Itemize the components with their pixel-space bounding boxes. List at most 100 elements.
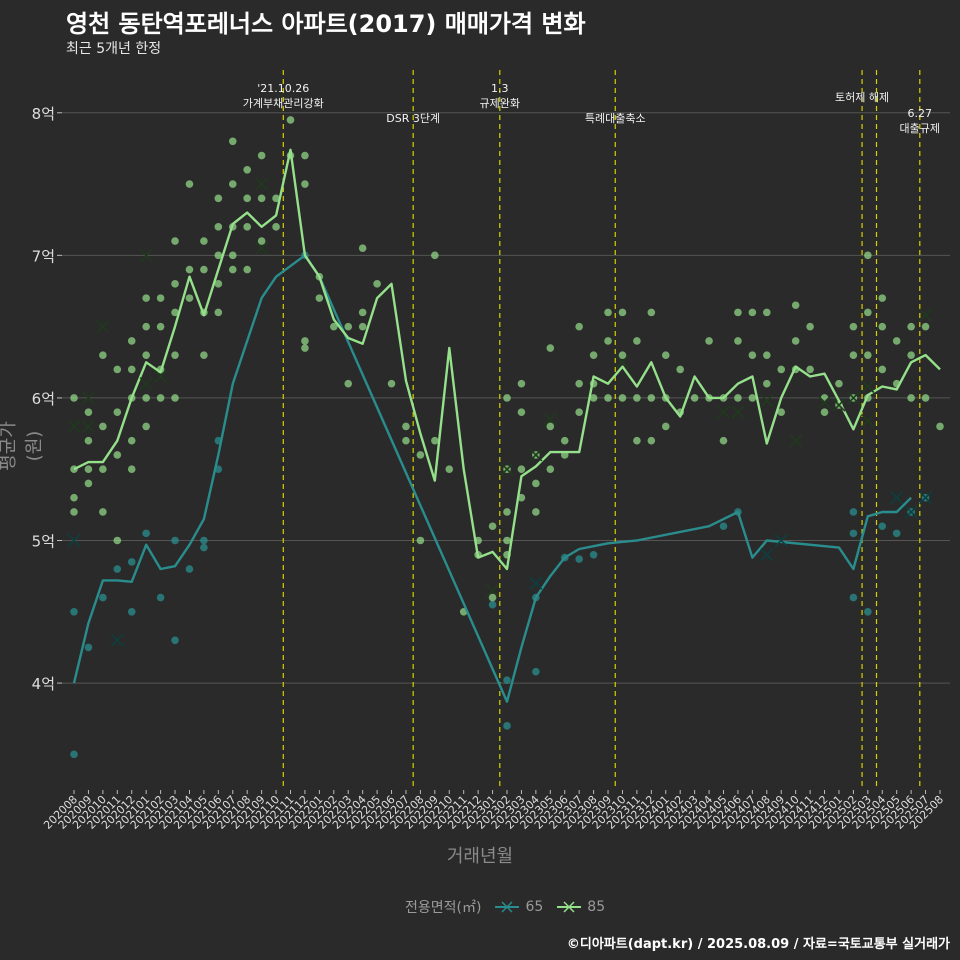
x-marker-85 bbox=[96, 320, 110, 334]
data-point-85 bbox=[171, 237, 179, 245]
data-point-85 bbox=[878, 294, 887, 302]
data-point-85 bbox=[892, 337, 901, 345]
data-point-85 bbox=[791, 337, 800, 345]
data-point-65 bbox=[84, 643, 93, 652]
data-point-85 bbox=[416, 536, 425, 545]
data-point-85 bbox=[532, 508, 540, 516]
data-point-85 bbox=[820, 408, 829, 416]
data-point-85 bbox=[156, 394, 165, 402]
data-point-85 bbox=[228, 180, 237, 188]
x-marker-65 bbox=[67, 533, 81, 548]
data-point-85 bbox=[301, 180, 309, 188]
data-point-85 bbox=[849, 322, 858, 331]
data-point-85 bbox=[864, 308, 872, 317]
data-point-85 bbox=[777, 408, 786, 416]
x-marker-85 bbox=[81, 391, 95, 405]
data-point-85 bbox=[84, 408, 93, 416]
data-point-65 bbox=[185, 565, 194, 573]
data-point-85 bbox=[272, 194, 280, 203]
data-point-85 bbox=[546, 344, 555, 352]
data-point-85 bbox=[99, 422, 107, 431]
data-point-85 bbox=[878, 322, 887, 331]
event-label: 가계부채관리강화 bbox=[243, 97, 324, 110]
data-point-85 bbox=[142, 422, 150, 431]
x-marker-85 bbox=[716, 405, 731, 419]
data-point-85 bbox=[719, 436, 728, 445]
data-point-85 bbox=[358, 322, 367, 331]
series-line-65 bbox=[72, 254, 912, 703]
data-point-85 bbox=[763, 351, 771, 359]
data-point-85 bbox=[791, 301, 800, 310]
data-point-85 bbox=[84, 465, 93, 474]
data-point-85 bbox=[127, 436, 136, 445]
event-label: DSR 3단계 bbox=[386, 112, 440, 125]
data-point-85 bbox=[734, 337, 742, 345]
x-marker-85 bbox=[500, 462, 514, 476]
x-marker-85 bbox=[543, 412, 557, 426]
x-marker-85 bbox=[861, 379, 875, 394]
data-point-85 bbox=[301, 337, 309, 345]
data-point-65 bbox=[142, 529, 150, 538]
data-point-65 bbox=[575, 555, 583, 563]
data-point-65 bbox=[849, 593, 858, 602]
data-point-85 bbox=[142, 322, 150, 331]
data-point-65 bbox=[589, 550, 598, 559]
y-tick-label: 4억 bbox=[32, 675, 55, 693]
legend-title: 전용면적(㎡) bbox=[405, 900, 482, 916]
chart-title: 영천 동탄역포레너스 아파트(2017) 매매가격 변화 bbox=[66, 10, 586, 38]
data-point-85 bbox=[431, 436, 439, 445]
x-marker-85 bbox=[817, 395, 832, 409]
x-marker-85 bbox=[81, 419, 95, 434]
data-point-85 bbox=[228, 251, 237, 260]
x-marker-85 bbox=[832, 398, 846, 412]
data-point-85 bbox=[936, 422, 944, 431]
y-axis-label: 평균가(원) bbox=[0, 421, 45, 471]
data-point-85 bbox=[272, 223, 280, 231]
legend-label-85: 85 bbox=[587, 899, 606, 915]
data-point-85 bbox=[618, 351, 627, 359]
data-point-85 bbox=[373, 280, 381, 288]
data-point-65 bbox=[127, 558, 136, 566]
y-tick-label: 7억 bbox=[32, 247, 55, 265]
data-point-85 bbox=[431, 251, 439, 260]
data-point-65 bbox=[878, 522, 887, 531]
data-point-85 bbox=[647, 394, 656, 402]
data-point-85 bbox=[301, 344, 309, 352]
data-point-85 bbox=[99, 351, 107, 359]
data-point-85 bbox=[200, 265, 208, 274]
data-point-85 bbox=[228, 265, 237, 274]
data-point-85 bbox=[488, 522, 497, 531]
data-point-65 bbox=[532, 667, 540, 676]
data-point-85 bbox=[127, 365, 136, 374]
data-point-85 bbox=[734, 308, 742, 317]
data-point-85 bbox=[907, 394, 915, 402]
data-point-85 bbox=[835, 379, 843, 388]
data-point-85 bbox=[416, 451, 425, 459]
x-marker-85 bbox=[255, 241, 269, 255]
data-point-85 bbox=[257, 237, 266, 245]
data-point-85 bbox=[705, 337, 713, 345]
data-point-65 bbox=[200, 543, 208, 552]
data-point-85 bbox=[748, 394, 757, 402]
data-point-65 bbox=[892, 529, 901, 538]
data-point-85 bbox=[907, 351, 915, 359]
data-point-85 bbox=[214, 308, 223, 317]
data-point-85 bbox=[618, 394, 627, 402]
data-point-85 bbox=[156, 322, 165, 331]
data-point-85 bbox=[777, 365, 786, 374]
data-point-85 bbox=[806, 322, 814, 331]
data-point-65 bbox=[171, 636, 179, 645]
data-point-85 bbox=[214, 194, 223, 203]
data-point-85 bbox=[575, 408, 583, 416]
data-point-85 bbox=[315, 294, 324, 302]
data-point-65 bbox=[171, 536, 179, 545]
data-point-85 bbox=[70, 394, 78, 402]
data-point-85 bbox=[604, 394, 612, 402]
data-point-65 bbox=[503, 676, 511, 685]
x-marker-85 bbox=[154, 369, 168, 384]
legend-item-85: 85 bbox=[557, 899, 605, 915]
x-marker-65 bbox=[529, 576, 543, 590]
series-line-85 bbox=[73, 148, 941, 571]
data-point-85 bbox=[84, 436, 93, 445]
